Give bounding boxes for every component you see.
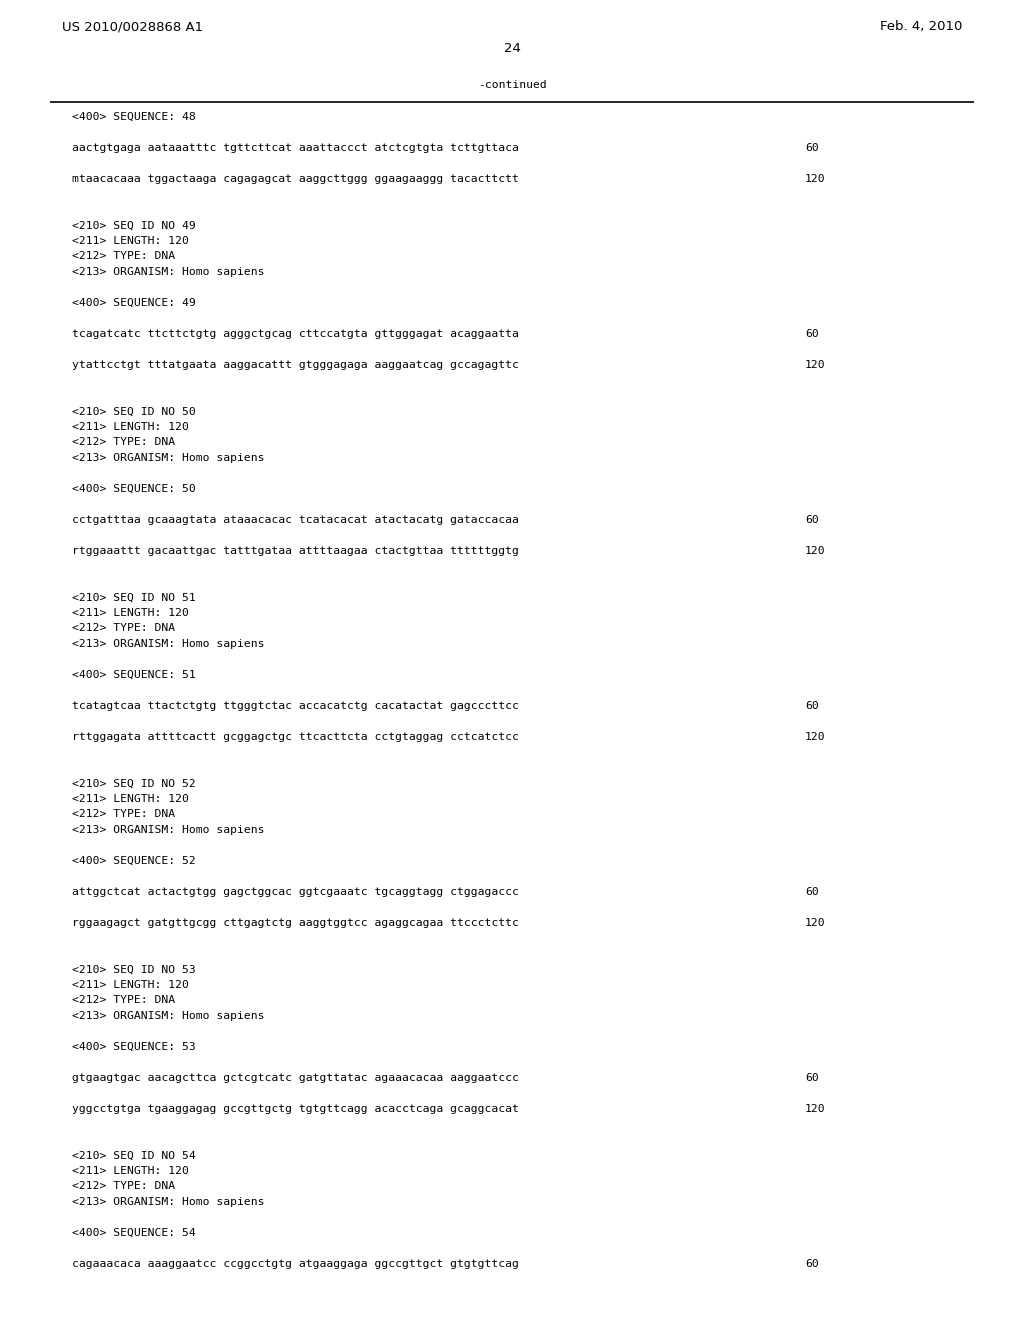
Text: <210> SEQ ID NO 51: <210> SEQ ID NO 51 [72,593,196,602]
Text: <400> SEQUENCE: 52: <400> SEQUENCE: 52 [72,855,196,866]
Text: <212> TYPE: DNA: <212> TYPE: DNA [72,995,175,1006]
Text: rtggaaattt gacaattgac tatttgataa attttaagaa ctactgttaa ttttttggtg: rtggaaattt gacaattgac tatttgataa attttaa… [72,546,519,556]
Text: <400> SEQUENCE: 50: <400> SEQUENCE: 50 [72,484,196,494]
Text: <210> SEQ ID NO 52: <210> SEQ ID NO 52 [72,779,196,788]
Text: <400> SEQUENCE: 54: <400> SEQUENCE: 54 [72,1228,196,1238]
Text: 60: 60 [805,515,819,525]
Text: 120: 120 [805,917,825,928]
Text: <400> SEQUENCE: 51: <400> SEQUENCE: 51 [72,671,196,680]
Text: <210> SEQ ID NO 53: <210> SEQ ID NO 53 [72,965,196,974]
Text: <213> ORGANISM: Homo sapiens: <213> ORGANISM: Homo sapiens [72,267,264,277]
Text: <213> ORGANISM: Homo sapiens: <213> ORGANISM: Homo sapiens [72,1197,264,1206]
Text: aactgtgaga aataaatttc tgttcttcat aaattaccct atctcgtgta tcttgttaca: aactgtgaga aataaatttc tgttcttcat aaattac… [72,143,519,153]
Text: gtgaagtgac aacagcttca gctcgtcatc gatgttatac agaaacacaa aaggaatccc: gtgaagtgac aacagcttca gctcgtcatc gatgtta… [72,1073,519,1082]
Text: <210> SEQ ID NO 50: <210> SEQ ID NO 50 [72,407,196,417]
Text: <211> LENGTH: 120: <211> LENGTH: 120 [72,236,188,246]
Text: Feb. 4, 2010: Feb. 4, 2010 [880,20,962,33]
Text: cagaaacaca aaaggaatcc ccggcctgtg atgaaggaga ggccgttgct gtgtgttcag: cagaaacaca aaaggaatcc ccggcctgtg atgaagg… [72,1259,519,1269]
Text: rttggagata attttcactt gcggagctgc ttcacttcta cctgtaggag cctcatctcc: rttggagata attttcactt gcggagctgc ttcactt… [72,733,519,742]
Text: <212> TYPE: DNA: <212> TYPE: DNA [72,623,175,634]
Text: 24: 24 [504,42,520,55]
Text: 120: 120 [805,174,825,183]
Text: <210> SEQ ID NO 49: <210> SEQ ID NO 49 [72,220,196,231]
Text: tcagatcatc ttcttctgtg agggctgcag cttccatgta gttgggagat acaggaatta: tcagatcatc ttcttctgtg agggctgcag cttccat… [72,329,519,339]
Text: mtaacacaaa tggactaaga cagagagcat aaggcttggg ggaagaaggg tacacttctt: mtaacacaaa tggactaaga cagagagcat aaggctt… [72,174,519,183]
Text: 60: 60 [805,143,819,153]
Text: 60: 60 [805,1073,819,1082]
Text: <213> ORGANISM: Homo sapiens: <213> ORGANISM: Homo sapiens [72,453,264,463]
Text: 60: 60 [805,701,819,711]
Text: 120: 120 [805,360,825,370]
Text: rggaagagct gatgttgcgg cttgagtctg aaggtggtcc agaggcagaa ttccctcttc: rggaagagct gatgttgcgg cttgagtctg aaggtgg… [72,917,519,928]
Text: 120: 120 [805,733,825,742]
Text: <211> LENGTH: 120: <211> LENGTH: 120 [72,979,188,990]
Text: 60: 60 [805,887,819,898]
Text: -continued: -continued [477,81,547,90]
Text: <211> LENGTH: 120: <211> LENGTH: 120 [72,422,188,432]
Text: US 2010/0028868 A1: US 2010/0028868 A1 [62,20,203,33]
Text: cctgatttaa gcaaagtata ataaacacac tcatacacat atactacatg gataccacaa: cctgatttaa gcaaagtata ataaacacac tcataca… [72,515,519,525]
Text: <211> LENGTH: 120: <211> LENGTH: 120 [72,1166,188,1176]
Text: <212> TYPE: DNA: <212> TYPE: DNA [72,1181,175,1192]
Text: <400> SEQUENCE: 53: <400> SEQUENCE: 53 [72,1041,196,1052]
Text: <212> TYPE: DNA: <212> TYPE: DNA [72,809,175,820]
Text: 120: 120 [805,546,825,556]
Text: ytattcctgt tttatgaata aaggacattt gtgggagaga aaggaatcag gccagagttc: ytattcctgt tttatgaata aaggacattt gtgggag… [72,360,519,370]
Text: <210> SEQ ID NO 54: <210> SEQ ID NO 54 [72,1151,196,1160]
Text: <211> LENGTH: 120: <211> LENGTH: 120 [72,609,188,618]
Text: <212> TYPE: DNA: <212> TYPE: DNA [72,252,175,261]
Text: attggctcat actactgtgg gagctggcac ggtcgaaatc tgcaggtagg ctggagaccc: attggctcat actactgtgg gagctggcac ggtcgaa… [72,887,519,898]
Text: 60: 60 [805,329,819,339]
Text: <213> ORGANISM: Homo sapiens: <213> ORGANISM: Homo sapiens [72,1011,264,1020]
Text: <213> ORGANISM: Homo sapiens: <213> ORGANISM: Homo sapiens [72,825,264,836]
Text: <212> TYPE: DNA: <212> TYPE: DNA [72,437,175,447]
Text: <213> ORGANISM: Homo sapiens: <213> ORGANISM: Homo sapiens [72,639,264,649]
Text: yggcctgtga tgaaggagag gccgttgctg tgtgttcagg acacctcaga gcaggcacat: yggcctgtga tgaaggagag gccgttgctg tgtgttc… [72,1104,519,1114]
Text: <400> SEQUENCE: 48: <400> SEQUENCE: 48 [72,112,196,121]
Text: <211> LENGTH: 120: <211> LENGTH: 120 [72,795,188,804]
Text: <400> SEQUENCE: 49: <400> SEQUENCE: 49 [72,298,196,308]
Text: 120: 120 [805,1104,825,1114]
Text: 60: 60 [805,1259,819,1269]
Text: tcatagtcaa ttactctgtg ttgggtctac accacatctg cacatactat gagcccttcc: tcatagtcaa ttactctgtg ttgggtctac accacat… [72,701,519,711]
